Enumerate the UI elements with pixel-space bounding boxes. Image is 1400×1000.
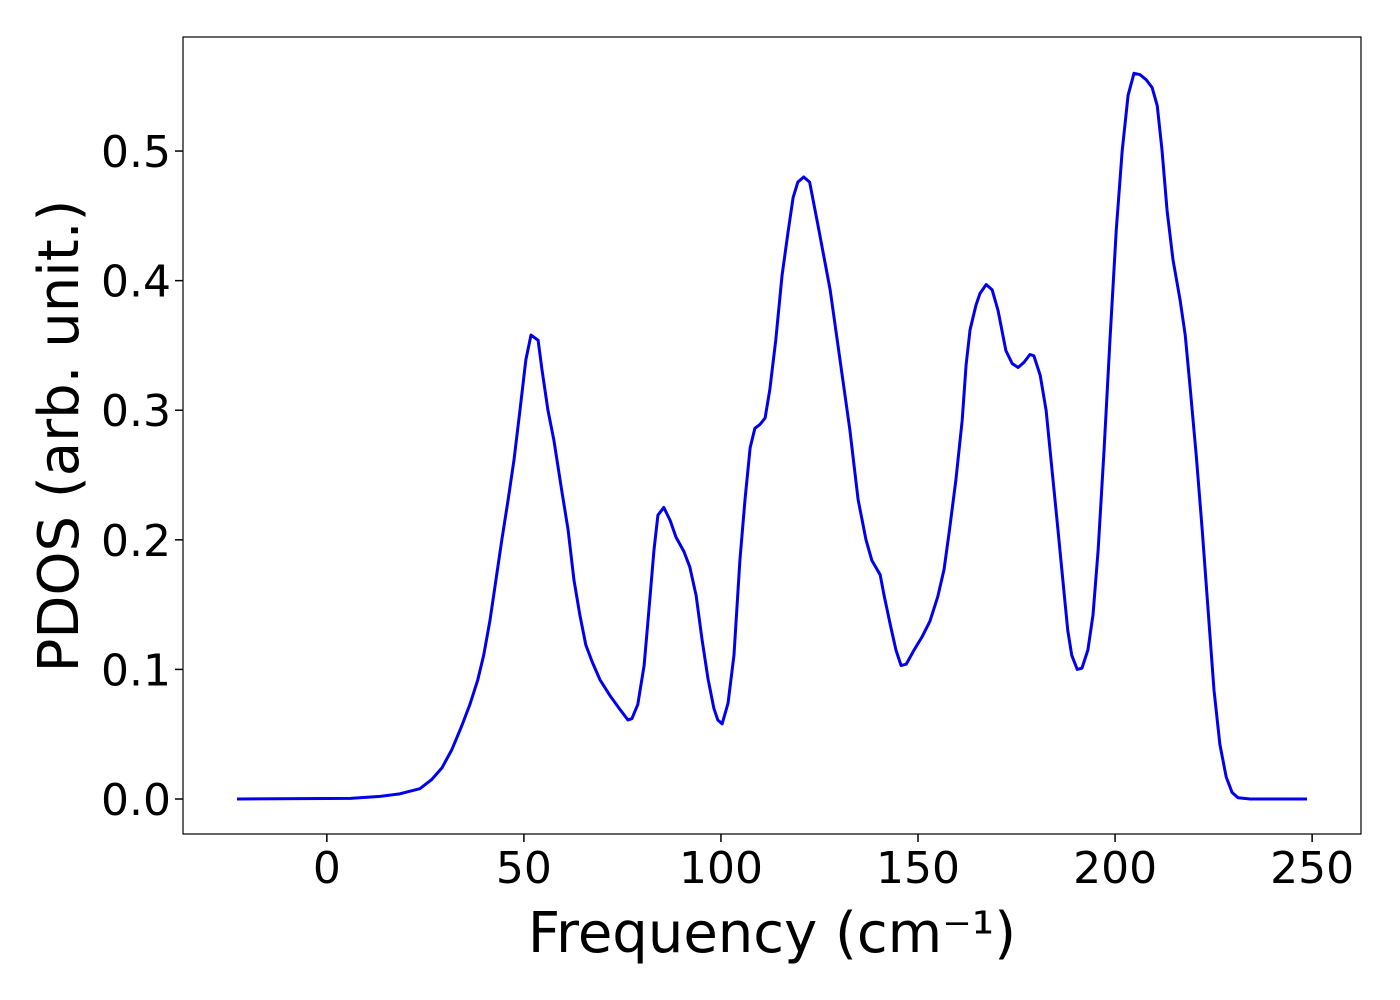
plot-frame (182, 36, 1362, 835)
y-axis-label: PDOS (arb. unit.) (27, 200, 92, 673)
data-line (236, 71, 1308, 801)
y-tick-label: 0.3 (101, 386, 171, 437)
x-axis-label: Frequency (cm⁻¹) (528, 901, 1016, 966)
x-tick-label: 100 (679, 843, 763, 894)
x-tick-label: 50 (496, 843, 552, 894)
x-tick-label: 150 (876, 843, 960, 894)
x-tick-label: 250 (1270, 843, 1354, 894)
x-tick-label: 0 (313, 843, 341, 894)
y-tick-label: 0.4 (101, 257, 171, 308)
y-tick-label: 0.2 (101, 516, 171, 567)
y-tick-label: 0.0 (101, 775, 171, 826)
x-tick-label: 200 (1073, 843, 1157, 894)
y-tick-label: 0.1 (101, 645, 171, 696)
y-tick-label: 0.5 (101, 127, 171, 178)
